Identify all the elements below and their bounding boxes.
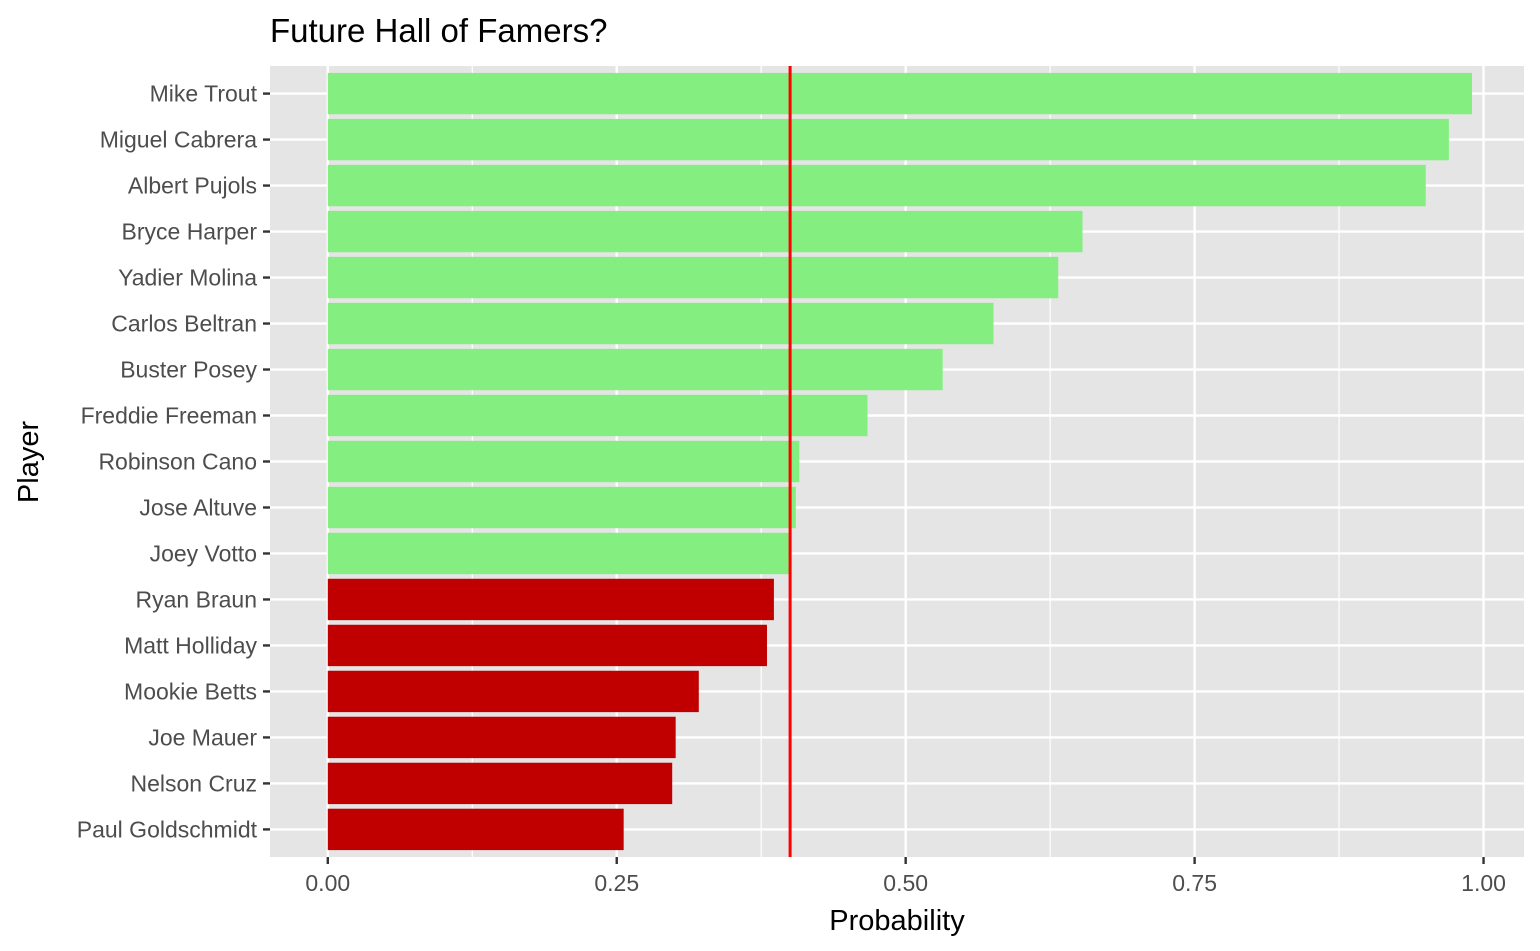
y-tick-label: Jose Altuve bbox=[139, 494, 257, 520]
bar bbox=[327, 210, 1083, 253]
y-tick-label: Bryce Harper bbox=[122, 219, 258, 245]
bar bbox=[327, 394, 868, 437]
y-tick-label: Joe Mauer bbox=[148, 724, 257, 750]
y-tick-label: Yadier Molina bbox=[118, 265, 257, 291]
bar bbox=[327, 486, 796, 529]
y-tick-label: Mookie Betts bbox=[124, 678, 257, 704]
y-tick-label: Albert Pujols bbox=[128, 173, 257, 199]
x-axis-ticks: 0.00 0.25 0.50 0.75 1.00 bbox=[305, 857, 1506, 896]
bar bbox=[327, 72, 1472, 115]
y-axis-title: Player bbox=[13, 421, 45, 504]
bar bbox=[327, 670, 699, 713]
bar bbox=[327, 624, 767, 667]
x-tick-label: 0.75 bbox=[1172, 870, 1217, 896]
y-tick-label: Mike Trout bbox=[150, 81, 258, 107]
bar bbox=[327, 256, 1059, 299]
bar bbox=[327, 808, 624, 851]
x-tick-label: 0.00 bbox=[305, 870, 350, 896]
x-tick-label: 0.25 bbox=[594, 870, 639, 896]
y-tick-label: Carlos Beltran bbox=[111, 311, 257, 337]
bar bbox=[327, 164, 1426, 207]
bar bbox=[327, 762, 673, 805]
y-tick-label: Joey Votto bbox=[150, 540, 257, 566]
x-tick-label: 0.50 bbox=[883, 870, 928, 896]
y-axis-ticks: Mike Trout Miguel Cabrera Albert Pujols Bry… bbox=[77, 81, 270, 842]
bar bbox=[327, 578, 774, 621]
bar bbox=[327, 440, 800, 483]
bar bbox=[327, 348, 943, 391]
y-tick-label: Buster Posey bbox=[120, 357, 257, 383]
x-tick-label: 1.00 bbox=[1461, 870, 1506, 896]
y-tick-label: Robinson Cano bbox=[98, 449, 257, 475]
y-tick-label: Matt Holliday bbox=[124, 632, 257, 658]
bar bbox=[327, 302, 994, 345]
y-tick-label: Paul Goldschmidt bbox=[77, 816, 258, 842]
y-tick-label: Freddie Freeman bbox=[81, 403, 257, 429]
bar bbox=[327, 532, 792, 575]
y-tick-label: Miguel Cabrera bbox=[100, 127, 257, 153]
y-tick-label: Nelson Cruz bbox=[130, 770, 257, 796]
bar bbox=[327, 118, 1449, 161]
chart-title: Future Hall of Famers? bbox=[270, 12, 607, 49]
bar bbox=[327, 716, 676, 759]
y-tick-label: Ryan Braun bbox=[136, 586, 257, 612]
bars bbox=[327, 72, 1472, 851]
x-axis-title: Probability bbox=[829, 905, 965, 937]
